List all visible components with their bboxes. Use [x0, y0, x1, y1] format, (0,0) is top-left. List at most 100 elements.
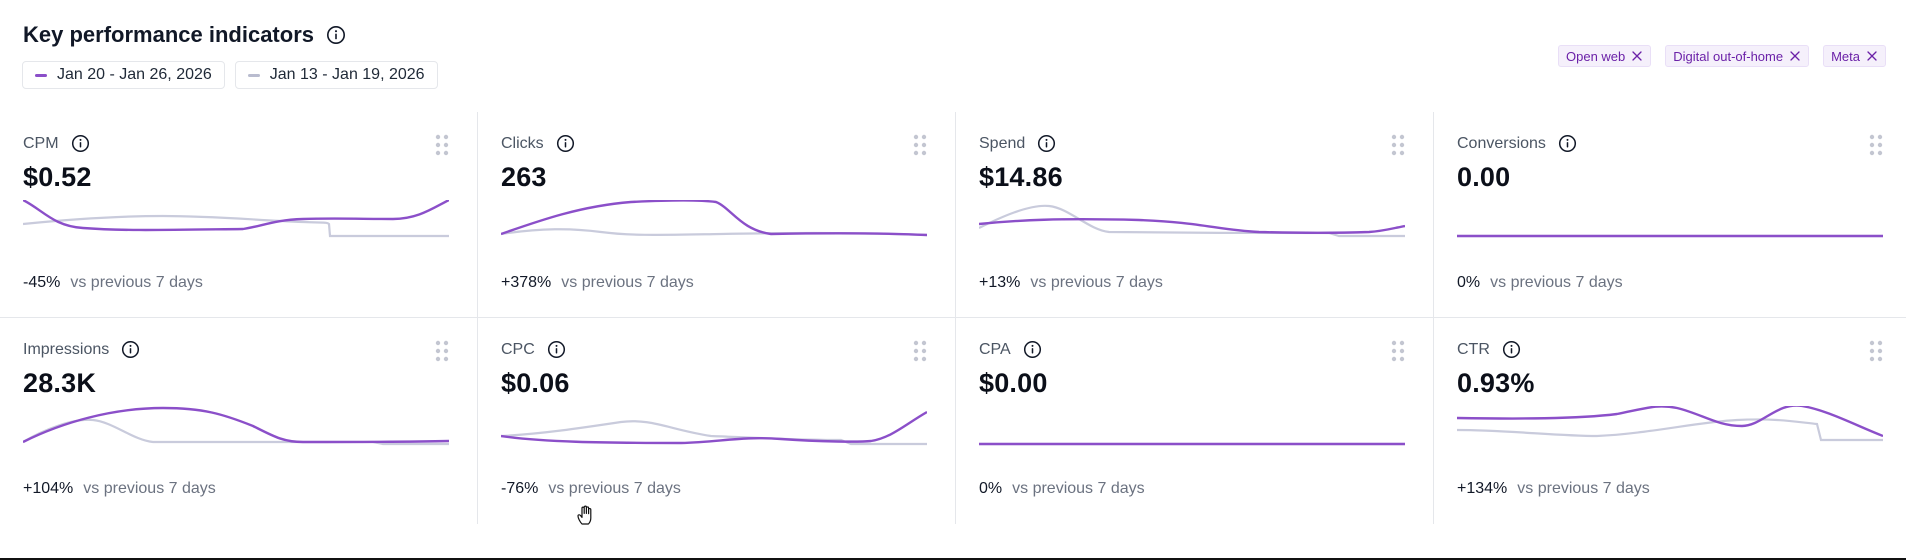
- card-footer: -45% vs previous 7 days: [23, 274, 203, 292]
- delta-value: +13%: [979, 274, 1021, 291]
- card-footer: +134% vs previous 7 days: [1457, 480, 1650, 498]
- card-header: CPM: [23, 134, 90, 153]
- kpi-card-cpm[interactable]: CPM $0.52 -45% vs previous 7 days: [0, 112, 478, 318]
- info-icon[interactable]: [1023, 340, 1042, 359]
- previous-period-line: [23, 214, 449, 238]
- current-period-line: [501, 410, 927, 445]
- drag-handle-icon[interactable]: [1869, 134, 1883, 156]
- current-period-line: [23, 200, 449, 232]
- legend-current-period[interactable]: Jan 20 - Jan 26, 2026: [22, 61, 225, 89]
- info-icon[interactable]: [556, 134, 575, 153]
- legend-previous-swatch: [247, 73, 260, 77]
- close-icon[interactable]: [1631, 50, 1643, 62]
- card-value: 263: [501, 162, 547, 192]
- close-icon[interactable]: [1789, 50, 1801, 62]
- filter-label: Open web: [1566, 48, 1626, 64]
- legend-previous-label: Jan 13 - Jan 19, 2026: [269, 66, 425, 83]
- kpi-card-ctr[interactable]: CTR 0.93% +134% vs previous 7 days: [1434, 318, 1906, 524]
- card-value: $0.52: [23, 162, 92, 192]
- legend-current-swatch: [35, 73, 47, 77]
- delta-value: +104%: [23, 480, 74, 497]
- delta-value: 0%: [979, 480, 1003, 497]
- filter-chip-open-web[interactable]: Open web: [1558, 45, 1652, 67]
- card-footer: 0% vs previous 7 days: [979, 480, 1145, 498]
- card-label: CTR: [1457, 340, 1490, 358]
- card-header: Clicks: [501, 134, 575, 153]
- kpi-card-conversions[interactable]: Conversions 0.00 0% vs previous 7 days: [1434, 112, 1906, 318]
- comparison-label: vs previous 7 days: [70, 274, 203, 291]
- previous-period-line: [1457, 418, 1883, 442]
- card-header: Conversions: [1457, 134, 1577, 153]
- close-icon[interactable]: [1866, 50, 1878, 62]
- card-footer: +104% vs previous 7 days: [23, 480, 216, 498]
- card-header: Impressions: [23, 340, 140, 359]
- card-value: 28.3K: [23, 368, 97, 398]
- card-label: CPA: [979, 340, 1011, 358]
- delta-value: -45%: [23, 274, 61, 291]
- card-label: CPM: [23, 134, 59, 152]
- current-period-line: [501, 200, 927, 237]
- drag-handle-icon[interactable]: [913, 134, 927, 156]
- delta-value: +378%: [501, 274, 552, 291]
- card-header: CTR: [1457, 340, 1521, 359]
- kpi-card-spend[interactable]: Spend $14.86 +13% vs previous 7 days: [956, 112, 1434, 318]
- info-icon[interactable]: [71, 134, 90, 153]
- current-period-line: [23, 406, 449, 444]
- card-footer: -76% vs previous 7 days: [501, 480, 681, 498]
- kpi-header: Key performance indicators Jan 20 - Jan …: [0, 0, 1906, 110]
- comparison-label: vs previous 7 days: [1517, 480, 1650, 497]
- drag-handle-icon[interactable]: [435, 340, 449, 362]
- date-range-legend: Jan 20 - Jan 26, 2026 Jan 13 - Jan 19, 2…: [22, 61, 438, 89]
- info-icon[interactable]: [547, 340, 566, 359]
- filter-label: Meta: [1831, 48, 1860, 64]
- page-title: Key performance indicators: [23, 22, 314, 47]
- comparison-label: vs previous 7 days: [1012, 480, 1145, 497]
- info-icon[interactable]: [1502, 340, 1521, 359]
- delta-value: -76%: [501, 480, 539, 497]
- drag-handle-icon[interactable]: [1391, 134, 1405, 156]
- card-footer: +378% vs previous 7 days: [501, 274, 694, 292]
- filter-chip-digital-out-of-home[interactable]: Digital out-of-home: [1665, 45, 1810, 67]
- sparkline-chart: [1457, 406, 1883, 442]
- kpi-card-impressions[interactable]: Impressions 28.3K +104% vs previous 7 da…: [0, 318, 478, 524]
- filter-chip-meta[interactable]: Meta: [1823, 45, 1886, 67]
- sparkline-chart: [979, 442, 1405, 446]
- card-header: CPA: [979, 340, 1042, 359]
- card-value: $0.06: [501, 368, 570, 398]
- kpi-card-cpa[interactable]: CPA $0.00 0% vs previous 7 days: [956, 318, 1434, 524]
- filter-label: Digital out-of-home: [1673, 48, 1784, 64]
- card-header: CPC: [501, 340, 566, 359]
- comparison-label: vs previous 7 days: [561, 274, 694, 291]
- drag-handle-icon[interactable]: [1869, 340, 1883, 362]
- info-icon[interactable]: [1558, 134, 1577, 153]
- card-footer: +13% vs previous 7 days: [979, 274, 1163, 292]
- sparkline-chart: [501, 200, 927, 237]
- kpi-card-cpc[interactable]: CPC $0.06 -76% vs previous 7 days: [478, 318, 956, 524]
- card-footer: 0% vs previous 7 days: [1457, 274, 1623, 292]
- comparison-label: vs previous 7 days: [548, 480, 681, 497]
- card-label: Conversions: [1457, 134, 1546, 152]
- card-value: 0.00: [1457, 162, 1511, 192]
- card-label: Impressions: [23, 340, 110, 358]
- drag-handle-icon[interactable]: [913, 340, 927, 362]
- card-label: Spend: [979, 134, 1026, 152]
- info-icon[interactable]: [121, 340, 140, 359]
- comparison-label: vs previous 7 days: [83, 480, 216, 497]
- info-icon[interactable]: [326, 25, 346, 45]
- sparkline-chart: [23, 406, 449, 446]
- sparkline-chart: [501, 410, 927, 446]
- hand-cursor-icon: [576, 504, 596, 526]
- drag-handle-icon[interactable]: [435, 134, 449, 156]
- kpi-card-grid: CPM $0.52 -45% vs previous 7 days Clicks…: [0, 112, 1906, 524]
- comparison-label: vs previous 7 days: [1490, 274, 1623, 291]
- current-period-line: [1457, 406, 1883, 438]
- card-label: Clicks: [501, 134, 544, 152]
- info-icon[interactable]: [1037, 134, 1056, 153]
- delta-value: 0%: [1457, 274, 1481, 291]
- card-value: 0.93%: [1457, 368, 1535, 398]
- card-value: $14.86: [979, 162, 1063, 192]
- drag-handle-icon[interactable]: [1391, 340, 1405, 362]
- comparison-label: vs previous 7 days: [1030, 274, 1163, 291]
- legend-previous-period[interactable]: Jan 13 - Jan 19, 2026: [234, 61, 438, 89]
- kpi-card-clicks[interactable]: Clicks 263 +378% vs previous 7 days: [478, 112, 956, 318]
